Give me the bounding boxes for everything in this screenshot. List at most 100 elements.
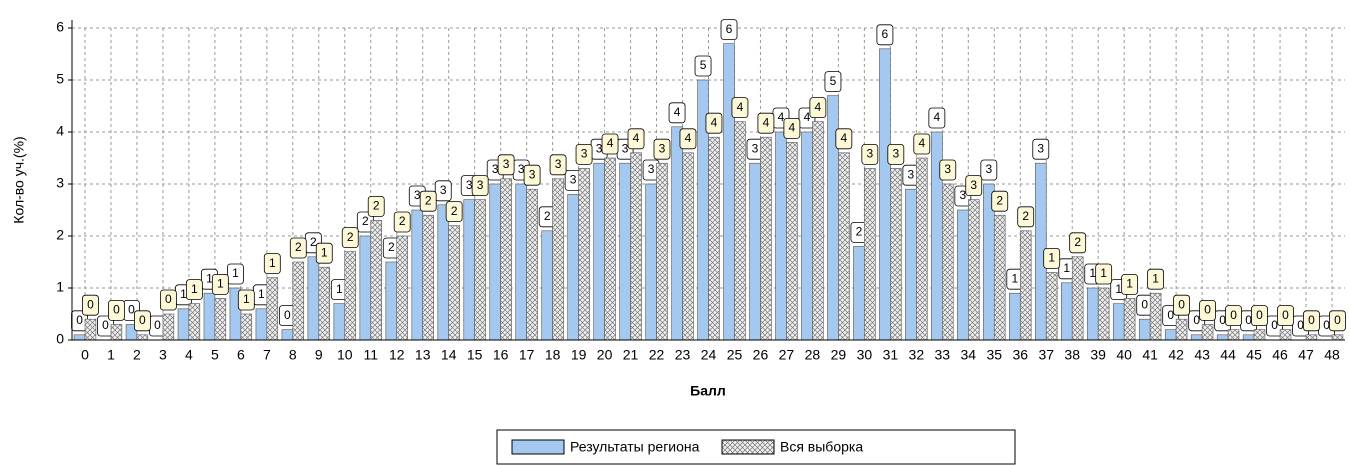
value-label: 1 — [1063, 261, 1070, 275]
x-tick-label: 10 — [337, 347, 353, 363]
bar — [1009, 292, 1021, 341]
value-label-box — [82, 294, 99, 316]
bar — [682, 152, 694, 341]
bar — [723, 43, 735, 341]
value-label-box — [1173, 294, 1190, 316]
value-label-box — [185, 279, 203, 301]
value-label: 6 — [726, 22, 733, 36]
value-label: 3 — [503, 157, 510, 171]
value-label-box — [471, 175, 489, 197]
bar — [567, 194, 579, 341]
y-tick-label: 6 — [56, 19, 64, 35]
value-label-box — [1251, 305, 1268, 327]
x-tick-label: 27 — [779, 347, 795, 363]
x-tick-label: 47 — [1298, 347, 1314, 363]
value-label: 3 — [581, 147, 588, 161]
value-label-box — [1199, 299, 1216, 321]
bar — [1331, 334, 1344, 341]
y-tick-label: 4 — [56, 123, 64, 139]
value-label: 3 — [970, 178, 977, 192]
bar — [136, 334, 149, 341]
value-label: 1 — [321, 245, 328, 259]
value-label: 1 — [217, 277, 224, 291]
value-label-box — [1303, 310, 1320, 332]
value-label-box — [835, 128, 853, 150]
x-tick-label: 20 — [597, 347, 613, 363]
bar — [162, 313, 175, 341]
value-label: 0 — [165, 292, 172, 306]
bar — [734, 121, 746, 341]
value-label-box — [980, 159, 998, 181]
value-label: 3 — [414, 188, 421, 202]
bar — [993, 214, 1006, 341]
x-tick-label: 4 — [185, 347, 193, 363]
y-tick-label: 2 — [56, 227, 64, 243]
value-label-box — [757, 112, 775, 134]
value-label: 1 — [1089, 266, 1096, 280]
bar — [1123, 298, 1136, 341]
value-label: 4 — [815, 100, 822, 114]
x-tick-label: 36 — [1012, 347, 1028, 363]
x-tick-label: 2 — [133, 347, 141, 363]
value-label-box — [367, 195, 385, 217]
x-tick-label: 3 — [159, 347, 167, 363]
value-label-box — [1032, 138, 1050, 160]
value-label: 3 — [529, 167, 536, 181]
bar — [437, 204, 450, 341]
bar — [333, 303, 346, 341]
x-tick-label: 28 — [805, 347, 821, 363]
bar — [801, 131, 813, 341]
bar — [255, 308, 268, 341]
x-tick-label: 35 — [986, 347, 1002, 363]
value-label-box — [1069, 232, 1087, 254]
value-label: 1 — [180, 287, 187, 301]
bar — [967, 199, 980, 341]
bar — [1045, 272, 1058, 341]
value-label: 0 — [284, 308, 291, 322]
value-label: 3 — [596, 141, 603, 155]
value-label-box — [887, 143, 905, 165]
value-label: 4 — [763, 115, 770, 129]
bar — [812, 121, 824, 341]
value-label: 4 — [711, 115, 718, 129]
x-tick-label: 43 — [1194, 347, 1210, 363]
x-tick-label: 41 — [1142, 347, 1158, 363]
x-tick-label: 21 — [623, 347, 639, 363]
bar — [552, 178, 564, 341]
value-label-box — [263, 253, 281, 275]
value-label: 3 — [944, 162, 951, 176]
x-tick-label: 31 — [883, 347, 899, 363]
bar — [619, 162, 631, 341]
y-tick-label: 0 — [56, 331, 64, 347]
x-tick-label: 9 — [315, 347, 323, 363]
value-label: 3 — [648, 162, 655, 176]
x-tick-label: 1 — [107, 347, 115, 363]
value-label: 2 — [310, 235, 317, 249]
value-label-box — [679, 128, 697, 150]
x-tick-label: 29 — [831, 347, 847, 363]
bar — [630, 152, 642, 341]
bar — [188, 303, 201, 341]
value-label: 3 — [866, 147, 873, 161]
bar — [775, 131, 787, 341]
bar — [281, 329, 294, 341]
bar — [463, 199, 475, 341]
y-tick-label: 3 — [56, 175, 64, 191]
x-tick-label: 0 — [81, 347, 89, 363]
value-label: 4 — [633, 131, 640, 145]
bar — [645, 183, 657, 341]
value-label-box — [315, 242, 333, 264]
bar — [500, 178, 512, 341]
value-label-box — [705, 112, 723, 134]
x-tick-label: 14 — [441, 347, 457, 363]
value-label: 0 — [1219, 313, 1226, 327]
value-label-box — [108, 299, 125, 321]
bar — [1253, 329, 1266, 341]
value-label-box — [445, 201, 463, 223]
bar — [1112, 303, 1125, 341]
value-label: 3 — [518, 162, 525, 176]
value-label-box — [694, 55, 712, 77]
bar — [359, 235, 372, 341]
value-label-box — [289, 237, 307, 259]
value-label-box — [809, 97, 827, 118]
